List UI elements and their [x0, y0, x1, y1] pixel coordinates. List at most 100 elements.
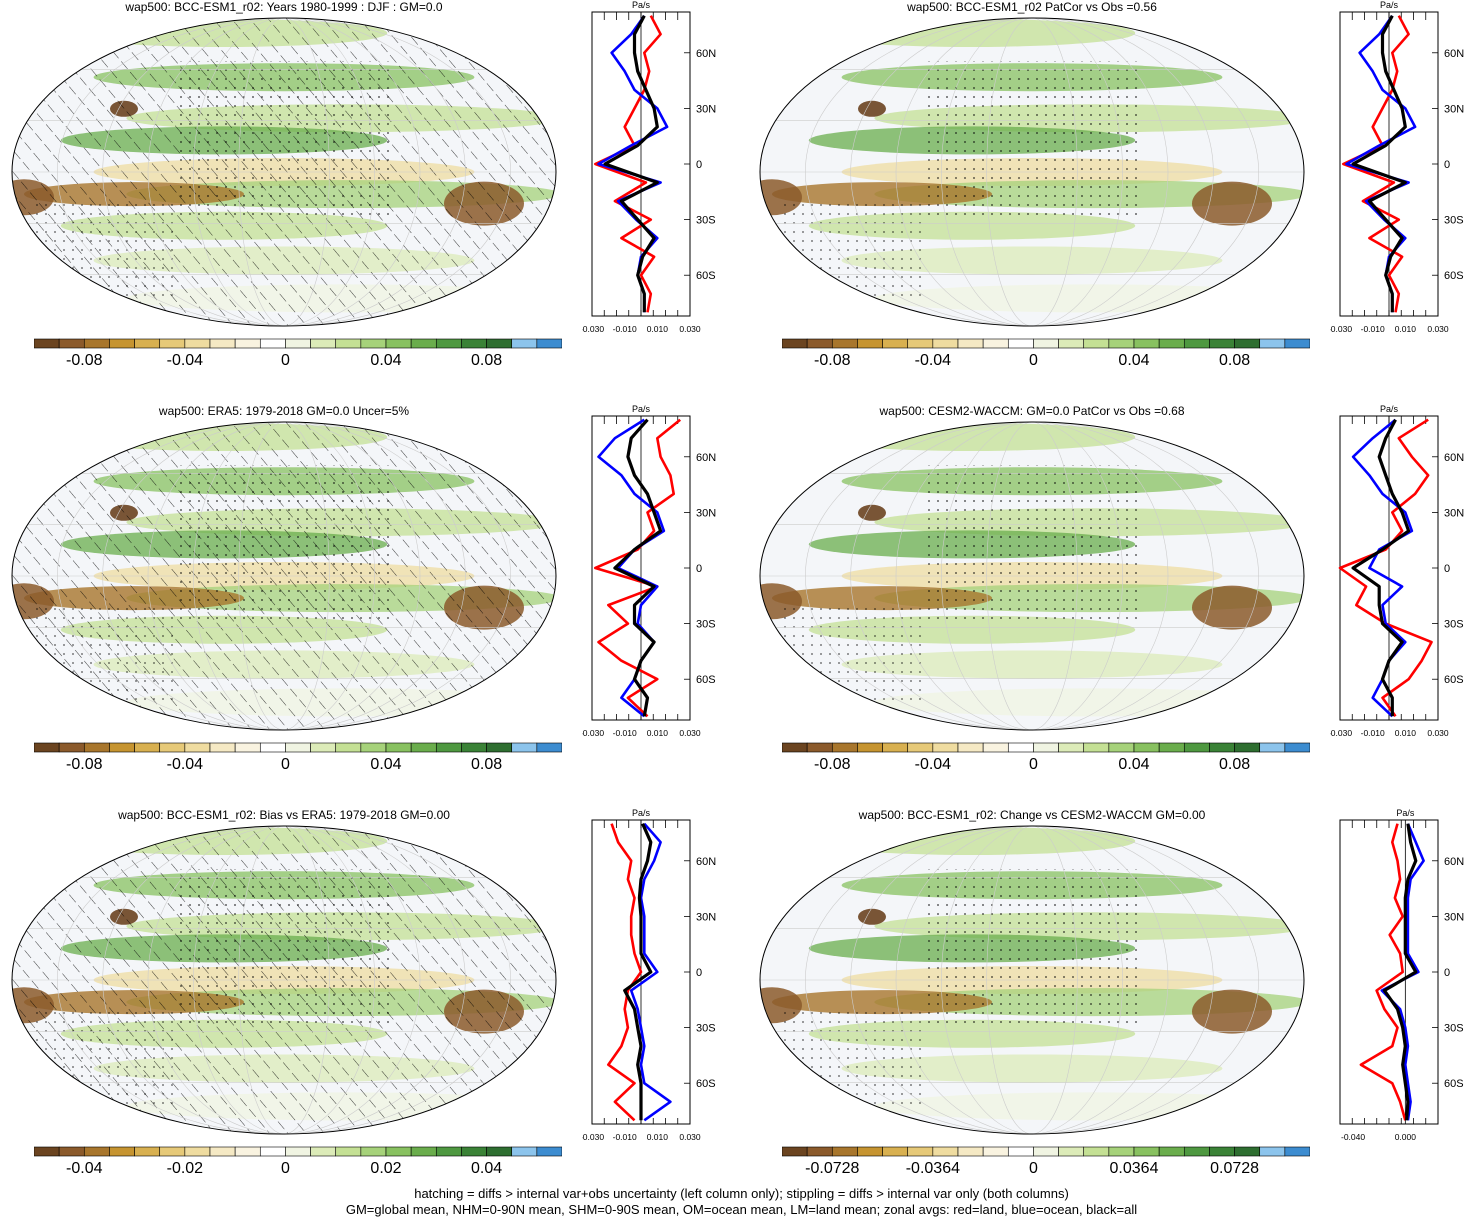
colorbar-swatch	[1108, 742, 1135, 753]
colorbar-swatch	[58, 1146, 85, 1157]
colorbar-tick-label: 0	[1029, 1160, 1038, 1176]
x-tick-label: 0.010	[1395, 324, 1417, 334]
colorbar-swatch	[109, 1146, 135, 1157]
x-tick-label: -0.010	[1361, 728, 1385, 738]
colorbar-swatch	[882, 742, 909, 753]
zonal-profile-2: Pa/s 60N 30N 0 30S 60S -0.030 -0.010 0.010 0.030	[1330, 0, 1464, 334]
colorbar-swatch	[782, 742, 808, 753]
colorbar-swatch	[461, 338, 487, 349]
lat-label: 60N	[696, 856, 716, 868]
graticule-line	[941, 18, 1123, 326]
colorbar-swatch	[1158, 1146, 1185, 1157]
field-band	[841, 246, 1223, 275]
colorbar-tick-label: -0.04	[915, 352, 952, 368]
zonal-profile-3: Pa/s 60N 30N 0 30S 60S -0.030 -0.010 0.010 0.030	[582, 404, 716, 738]
colorbar-swatch	[536, 742, 562, 753]
colorbar-swatch	[159, 1146, 186, 1157]
colorbar-swatch	[857, 742, 883, 753]
colorbar-swatch	[511, 338, 538, 349]
all-mean-line	[1382, 823, 1418, 1121]
colorbar-swatch	[234, 742, 261, 753]
footnote-hatching: hatching = diffs > internal var+obs unce…	[414, 1186, 1069, 1201]
all-mean-line	[623, 823, 653, 1121]
colorbar-2: -0.08 -0.04 0 0.04 0.08	[782, 338, 1310, 368]
graticule-line	[895, 18, 1169, 326]
colorbar-swatch	[806, 338, 833, 349]
colorbar-tick-label: 0.02	[370, 1160, 401, 1176]
map-6	[759, 825, 1305, 1135]
graticule-line	[986, 422, 1078, 730]
zonal-profile-4: Pa/s 60N 30N 0 30S 60S -0.030 -0.010 0.010 0.030	[1330, 404, 1464, 738]
lat-label: 60N	[1444, 452, 1464, 464]
colorbar-tick-label: -0.04	[167, 756, 204, 772]
colorbar-tick-label: -0.08	[66, 756, 103, 772]
colorbar-swatch	[1234, 742, 1261, 753]
colorbar-swatch	[1259, 338, 1286, 349]
map-1	[11, 17, 557, 327]
x-tick-label: 0.010	[647, 1132, 669, 1142]
colorbar-tick-label: -0.0728	[805, 1160, 859, 1176]
graticule-line	[238, 422, 330, 730]
graticule-line	[102, 422, 466, 730]
colorbar-swatch	[1183, 338, 1210, 349]
colorbar-swatch	[435, 1146, 462, 1157]
field-band	[808, 18, 1136, 47]
colorbar-swatch	[385, 338, 412, 349]
map-2	[759, 17, 1305, 327]
colorbar-5: -0.04 -0.02 0 0.02 0.04	[34, 1146, 562, 1176]
map-outline	[11, 825, 557, 1135]
colorbar-swatch	[932, 1146, 959, 1157]
lat-label: 0	[696, 967, 702, 979]
unit-label: Pa/s	[1396, 808, 1415, 818]
ocean-mean-line	[629, 822, 672, 1122]
lat-label: 30N	[1444, 507, 1464, 519]
colorbar-swatch	[410, 338, 437, 349]
colorbar-swatch	[1209, 742, 1235, 753]
colorbar-swatch	[335, 338, 362, 349]
colorbar-swatch	[1083, 1146, 1110, 1157]
colorbar-tick-label: -0.04	[167, 352, 204, 368]
map-panel-1: wap500: BCC-ESM1_r02: Years 1980-1999 : …	[4, 0, 564, 370]
unit-label: Pa/s	[632, 404, 651, 414]
colorbar-swatch	[1259, 1146, 1286, 1157]
colorbar-tick-label: -0.08	[814, 756, 851, 772]
colorbar-swatch	[536, 1146, 562, 1157]
colorbar-swatch	[34, 742, 60, 753]
colorbar-swatch	[58, 742, 85, 753]
colorbar-swatch	[1083, 742, 1110, 753]
colorbar-swatch	[1234, 1146, 1261, 1157]
colorbar-swatch	[209, 742, 236, 753]
colorbar-swatch	[259, 1146, 286, 1157]
map-outline	[759, 825, 1305, 1135]
colorbar-swatch	[360, 338, 387, 349]
graticule-line	[850, 826, 1214, 1134]
zonal-profile-1: Pa/s 60N 30N 0 30S 60S -0.030 -0.010 0.010 0.030	[582, 0, 716, 334]
graticule-line	[102, 18, 466, 326]
colorbar-1: -0.08 -0.04 0 0.04 0.08	[34, 338, 562, 368]
colorbar-swatch	[982, 338, 1009, 349]
colorbar-swatch	[1007, 1146, 1034, 1157]
map-outline	[759, 17, 1305, 327]
colorbar-swatch	[1284, 338, 1310, 349]
colorbar-swatch	[184, 742, 211, 753]
stippling	[921, 61, 1143, 220]
lat-label: 30N	[696, 507, 716, 519]
colorbar-tick-label: 0.08	[471, 352, 502, 368]
colorbar-swatch	[234, 338, 261, 349]
map-outline	[11, 421, 557, 731]
colorbar-swatch	[109, 338, 135, 349]
colorbar-swatch	[83, 1146, 110, 1157]
colorbar-swatch	[285, 338, 311, 349]
colorbar-swatch	[410, 1146, 437, 1157]
colorbar-tick-label: 0	[281, 352, 290, 368]
colorbar-tick-label: 0.08	[471, 756, 502, 772]
x-tick-label: 0.030	[1427, 324, 1449, 334]
ocean-mean-line	[1380, 823, 1425, 1121]
colorbar-swatch	[831, 742, 858, 753]
graticule-line	[238, 826, 330, 1134]
colorbar-swatch	[1033, 338, 1059, 349]
colorbar-swatch	[882, 338, 909, 349]
field-band	[1192, 989, 1272, 1034]
x-tick-label: -0.010	[613, 324, 637, 334]
colorbar-swatch	[34, 1146, 60, 1157]
